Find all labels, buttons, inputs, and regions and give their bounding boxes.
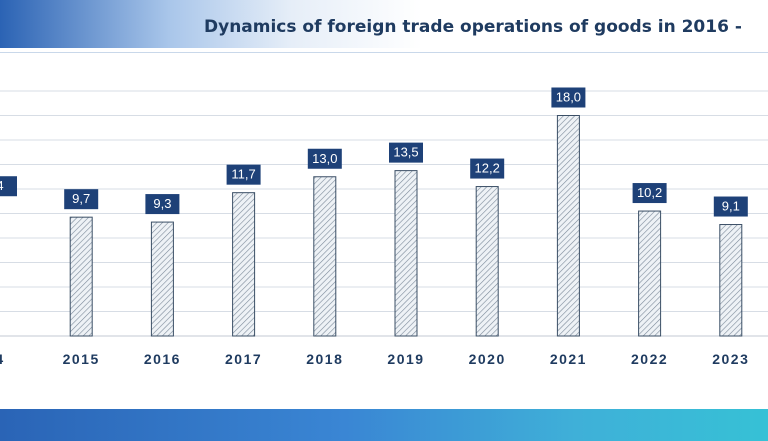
bar-2019: [394, 170, 418, 337]
footer-band: [0, 409, 768, 441]
data-label-2016: 9,3: [153, 196, 171, 211]
data-label-box-2017: [226, 164, 261, 185]
tick-label-2014: 4: [0, 351, 5, 367]
data-label-2020: 12,2: [475, 161, 500, 176]
bar-2020: [475, 186, 499, 337]
tick-label-2016: 2016: [144, 351, 181, 367]
tick-label-2020: 2020: [469, 351, 506, 367]
bar-2016: [150, 221, 174, 337]
tick-label-2015: 2015: [63, 351, 100, 367]
bar-2015: [69, 216, 93, 337]
bar-2017: [232, 192, 256, 337]
data-label-2021: 18,0: [556, 90, 581, 105]
data-label-2023: 9,1: [722, 199, 740, 214]
tick-label-2017: 2017: [225, 351, 262, 367]
data-label-box-2014: [0, 176, 17, 197]
bar-2022: [638, 210, 662, 337]
data-label-box-2015: [64, 189, 99, 210]
bar-2018: [313, 176, 337, 337]
data-label-2022: 10,2: [637, 185, 662, 200]
data-label-2019: 13,5: [393, 145, 418, 160]
data-label-box-2016: [145, 194, 180, 215]
bars: [69, 115, 743, 337]
tick-label-2018: 2018: [306, 351, 343, 367]
tick-label-2023: 2023: [712, 351, 749, 367]
chart-title: Dynamics of foreign trade operations of …: [204, 17, 742, 37]
bar-2023: [719, 224, 743, 337]
data-label-box-2019: [389, 142, 423, 163]
data-label-box-2021: [551, 87, 586, 108]
tick-label-2021: 2021: [550, 351, 587, 367]
tick-label-2019: 2019: [387, 351, 424, 367]
data-label-box-2023: [713, 196, 748, 217]
data-label-2018: 13,0: [312, 151, 337, 166]
x-axis-ticks: 42015201620172018201920202021202220232: [0, 351, 749, 367]
header-divider: [0, 52, 768, 53]
gridlines: [0, 90, 768, 337]
data-label-box-2022: [632, 183, 667, 204]
data-label-box-2020: [470, 158, 505, 179]
data-label-box-2018: [307, 148, 342, 169]
bar-2021: [556, 115, 580, 337]
data-label-2015: 9,7: [72, 191, 90, 206]
data-label-2017: 11,7: [231, 167, 255, 182]
data-label-2014: 4: [0, 178, 4, 193]
header-band: [0, 0, 768, 48]
data-labels: 4 9,7 9,3 11,7 13,0 13,5 12,2 18,0 10,2 9,1: [0, 87, 748, 217]
tick-label-2022: 2022: [631, 351, 668, 367]
